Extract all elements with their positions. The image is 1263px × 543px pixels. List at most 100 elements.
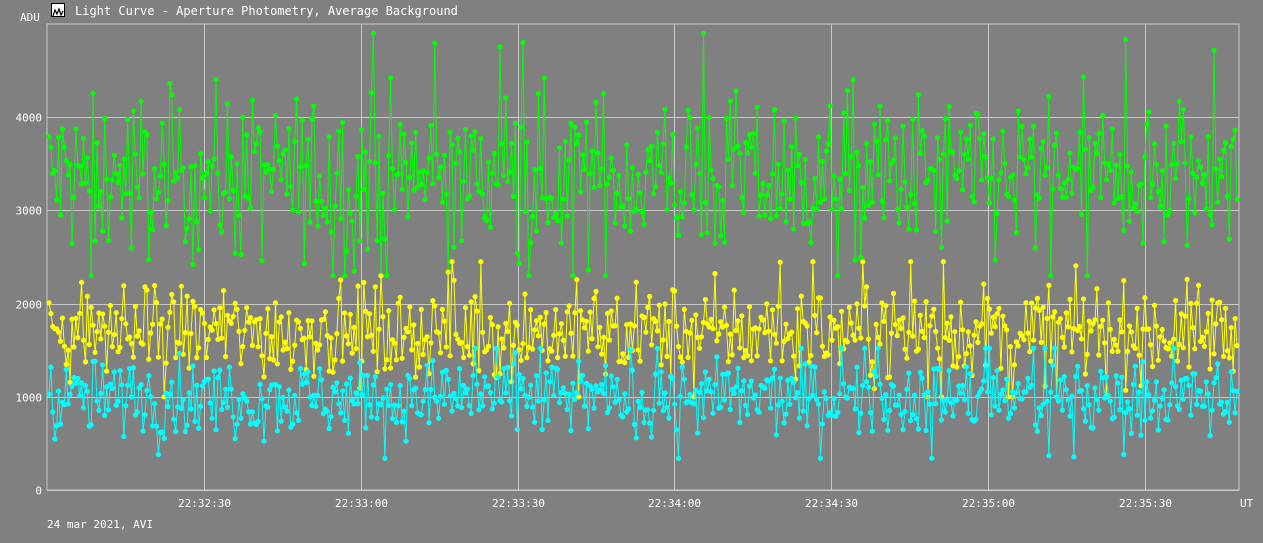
data-point — [157, 173, 163, 179]
data-point — [936, 156, 943, 162]
data-point — [223, 189, 229, 195]
data-point — [599, 166, 605, 172]
data-point — [769, 307, 776, 313]
data-point — [877, 103, 883, 109]
data-point — [1197, 388, 1204, 394]
data-point — [332, 389, 338, 395]
data-point — [651, 191, 657, 197]
data-point — [361, 186, 367, 193]
data-point — [535, 91, 542, 97]
data-point — [188, 164, 194, 170]
data-point — [349, 350, 355, 356]
data-point — [537, 165, 543, 172]
data-point — [537, 314, 543, 320]
data-point — [128, 245, 135, 251]
data-point — [100, 311, 106, 317]
data-point — [992, 324, 998, 330]
data-point — [687, 391, 693, 398]
data-point — [113, 310, 119, 316]
data-point — [516, 260, 522, 266]
data-point — [750, 130, 757, 136]
data-point — [80, 135, 87, 141]
data-point — [1199, 334, 1206, 340]
data-point — [295, 319, 302, 325]
data-point — [80, 337, 87, 343]
data-point — [760, 180, 766, 186]
data-point — [1034, 428, 1040, 434]
data-point — [817, 295, 824, 301]
data-point — [562, 353, 568, 359]
data-point — [994, 311, 1000, 317]
data-point — [714, 354, 720, 360]
data-point — [1115, 348, 1121, 354]
data-point — [597, 324, 603, 331]
data-point — [1021, 157, 1027, 163]
data-point — [967, 343, 973, 349]
data-point — [533, 318, 540, 324]
data-point — [338, 216, 344, 222]
data-point — [420, 168, 426, 174]
light-curve-app-icon[interactable] — [51, 3, 65, 17]
data-point — [900, 123, 906, 129]
data-point — [839, 345, 845, 351]
data-point — [1165, 417, 1171, 423]
data-point — [1061, 180, 1067, 186]
data-point — [996, 305, 1002, 312]
data-point — [990, 375, 996, 381]
data-point — [493, 345, 499, 351]
data-point — [1073, 373, 1079, 380]
data-point — [739, 388, 745, 394]
data-point — [981, 131, 987, 137]
data-point — [232, 436, 238, 442]
data-point — [768, 216, 774, 222]
data-point — [86, 188, 92, 194]
data-point — [545, 417, 551, 423]
data-point — [1151, 302, 1158, 308]
data-point — [1109, 348, 1115, 354]
data-point — [988, 175, 994, 181]
data-point — [873, 138, 879, 144]
data-point — [1192, 210, 1198, 216]
data-point — [188, 406, 194, 412]
data-point — [779, 398, 785, 404]
data-point — [1096, 407, 1102, 413]
data-point — [956, 168, 962, 174]
data-point — [459, 339, 465, 346]
data-point — [877, 381, 883, 387]
data-point — [831, 317, 837, 323]
data-point — [823, 395, 829, 401]
data-point — [912, 298, 918, 304]
data-point — [1171, 140, 1177, 146]
data-point — [616, 172, 622, 179]
data-point — [1002, 323, 1008, 329]
data-point — [835, 324, 841, 330]
data-point — [612, 323, 618, 329]
data-point — [441, 152, 447, 159]
data-point — [672, 202, 678, 208]
data-point — [453, 331, 459, 337]
data-point — [115, 179, 121, 185]
data-point — [896, 392, 902, 398]
data-point — [366, 158, 373, 165]
data-point — [961, 151, 968, 157]
data-point — [441, 401, 447, 407]
data-point — [84, 155, 90, 161]
data-point — [798, 345, 804, 351]
data-point — [365, 246, 371, 252]
data-point — [69, 383, 75, 390]
data-point — [670, 131, 676, 138]
data-point — [434, 398, 440, 404]
data-point — [413, 374, 419, 380]
data-point — [388, 75, 394, 81]
data-point — [681, 306, 687, 312]
data-point — [294, 410, 300, 416]
data-point — [290, 207, 296, 213]
data-point — [1065, 176, 1071, 182]
data-point — [1069, 349, 1075, 355]
data-point — [372, 284, 378, 290]
data-point — [221, 399, 227, 405]
data-point — [631, 323, 638, 329]
data-point — [134, 333, 140, 339]
data-point — [662, 106, 668, 112]
data-point — [627, 321, 634, 327]
